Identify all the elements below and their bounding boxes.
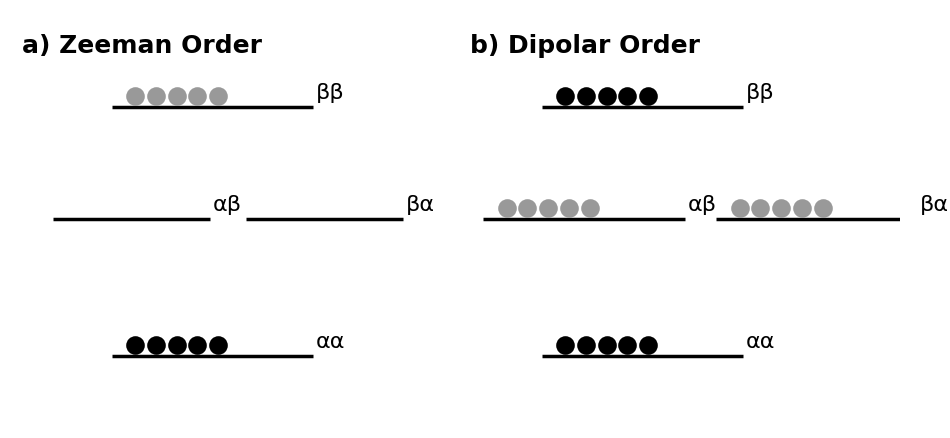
Point bbox=[619, 342, 635, 349]
Point bbox=[211, 342, 226, 349]
Point bbox=[148, 342, 163, 349]
Point bbox=[773, 204, 788, 211]
Text: βα: βα bbox=[406, 195, 434, 215]
Text: αβ: αβ bbox=[688, 195, 716, 215]
Point bbox=[598, 92, 614, 99]
Point bbox=[558, 92, 573, 99]
Point bbox=[598, 342, 614, 349]
Point bbox=[127, 92, 142, 99]
Point bbox=[190, 92, 205, 99]
Text: αα: αα bbox=[315, 332, 346, 352]
Point bbox=[640, 342, 656, 349]
Point bbox=[169, 92, 184, 99]
Text: ββ: ββ bbox=[746, 83, 774, 103]
Point bbox=[579, 92, 594, 99]
Point bbox=[499, 204, 514, 211]
Point bbox=[640, 92, 656, 99]
Text: αα: αα bbox=[746, 332, 775, 352]
Point bbox=[794, 204, 809, 211]
Point bbox=[815, 204, 830, 211]
Point bbox=[169, 342, 184, 349]
Point bbox=[732, 204, 747, 211]
Point bbox=[541, 204, 556, 211]
Point bbox=[211, 92, 226, 99]
Text: βα: βα bbox=[921, 195, 949, 215]
Point bbox=[520, 204, 535, 211]
Point bbox=[561, 204, 577, 211]
Text: ββ: ββ bbox=[315, 83, 345, 103]
Point bbox=[579, 342, 594, 349]
Point bbox=[558, 342, 573, 349]
Point bbox=[148, 92, 163, 99]
Point bbox=[127, 342, 142, 349]
Point bbox=[752, 204, 768, 211]
Text: αβ: αβ bbox=[213, 195, 242, 215]
Text: a) Zeeman Order: a) Zeeman Order bbox=[22, 34, 262, 58]
Point bbox=[619, 92, 635, 99]
Point bbox=[582, 204, 598, 211]
Text: b) Dipolar Order: b) Dipolar Order bbox=[470, 34, 700, 58]
Point bbox=[190, 342, 205, 349]
